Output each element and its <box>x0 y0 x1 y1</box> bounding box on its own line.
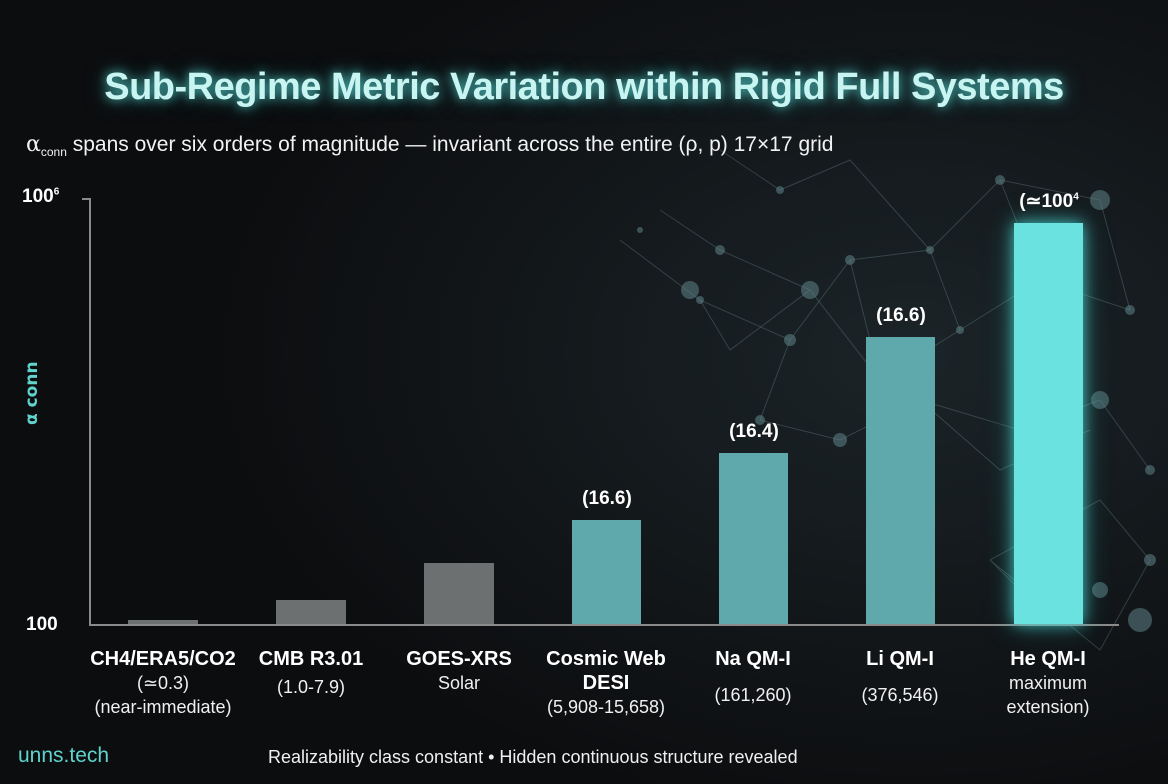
category-label-cmb: CMB R3.01 (1.0-7.9) <box>258 648 364 697</box>
bar-value-he: (≃1004 <box>1019 191 1079 212</box>
x-axis-line <box>89 624 1119 626</box>
brand-link: unns.tech <box>18 744 110 767</box>
alpha-symbol: α <box>26 132 41 157</box>
y-axis-title: α conn <box>22 361 42 425</box>
subtitle-text: spans over six orders of magnitude — inv… <box>66 133 834 156</box>
bar-he-qm-i <box>1014 223 1083 624</box>
category-label-goes: GOES-XRS Solar <box>406 648 512 693</box>
bar-value-na: (16.4) <box>729 421 779 442</box>
y-axis-line <box>89 198 91 626</box>
y-axis-top-tick <box>82 198 91 200</box>
footer-note: Realizability class constant • Hidden co… <box>268 747 798 767</box>
bar-cosmic-web-desi <box>572 520 641 624</box>
y-tick-top: 1006 <box>22 186 60 207</box>
bar-ch4-era5-co2 <box>128 620 198 624</box>
category-label-cosmic-web: Cosmic Web DESI (5,908-15,658) <box>546 648 666 717</box>
bar-value-cosmic-web: (16.6) <box>582 488 632 509</box>
category-label-ch4: CH4/ERA5/CO2 (≃0.3) (near-immediate) <box>90 648 236 717</box>
chart-title: Sub-Regime Metric Variation within Rigid… <box>104 66 1064 108</box>
bar-cmb-r301 <box>276 600 346 624</box>
bar-value-li: (16.6) <box>876 305 926 326</box>
category-label-na: Na QM-I (161,260) <box>714 648 792 705</box>
y-tick-bottom: 100 <box>26 614 58 635</box>
alpha-subscript: conn <box>40 145 67 160</box>
bar-na-qm-i <box>719 453 788 624</box>
bar-goes-xrs <box>424 563 494 624</box>
category-label-he: He QM-I maximum extension) <box>1006 648 1090 717</box>
category-label-li: Li QM-I (376,546) <box>861 648 939 705</box>
chart-subtitle: αconn spans over six orders of magnitude… <box>26 132 833 159</box>
bar-li-qm-i <box>866 337 935 624</box>
